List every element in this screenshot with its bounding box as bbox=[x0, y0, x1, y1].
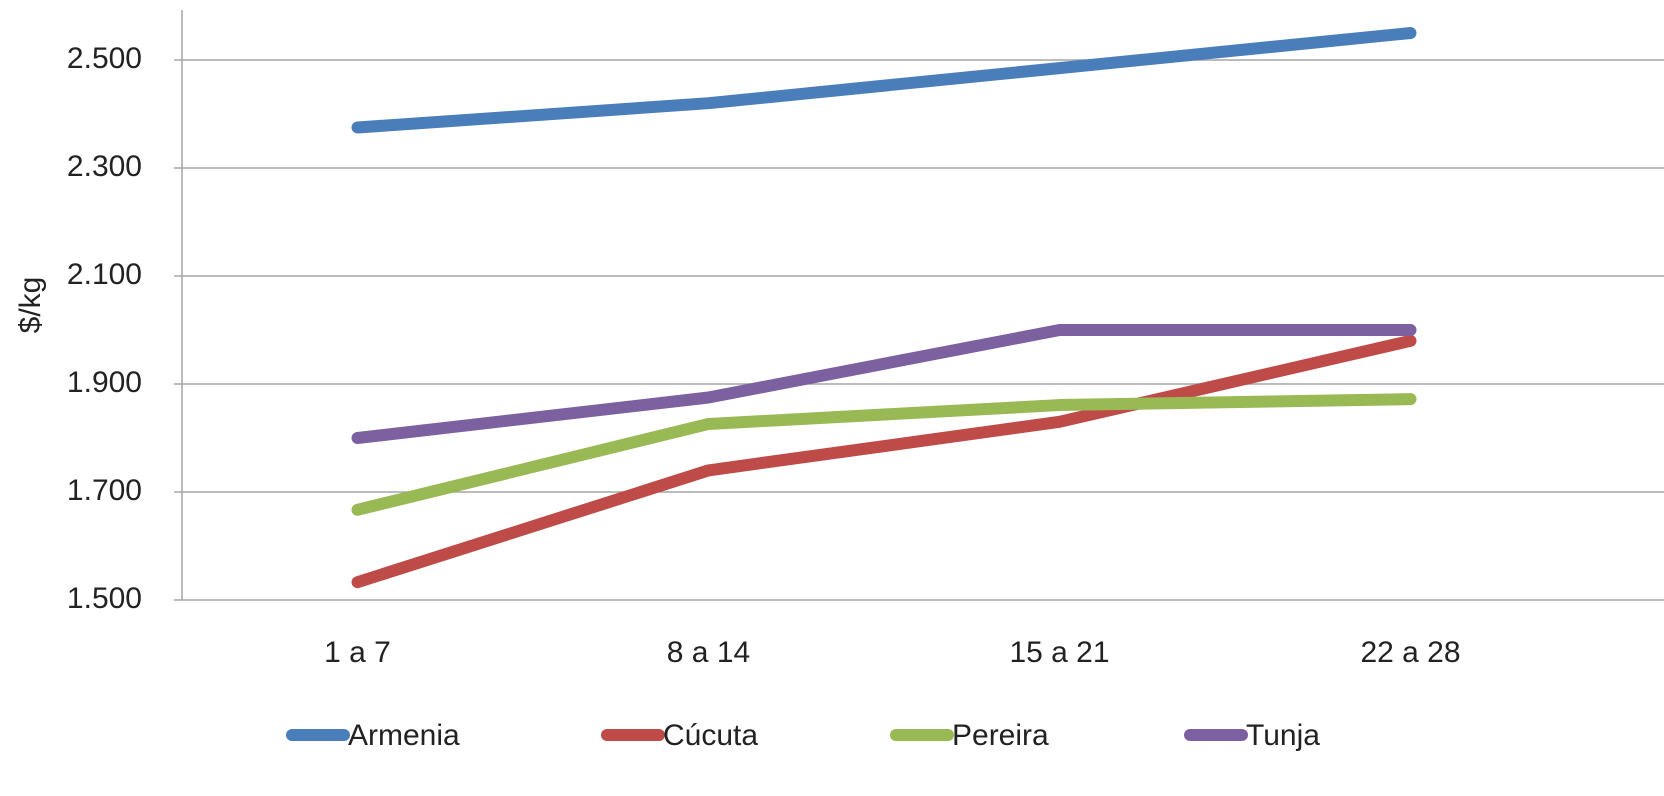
y-axis-label: $/kg bbox=[14, 277, 47, 334]
y-tick-label: 1.500 bbox=[67, 582, 142, 615]
series-line bbox=[351, 324, 1417, 444]
y-tick-label: 2.300 bbox=[67, 150, 142, 183]
y-tick-label: 1.900 bbox=[67, 366, 142, 399]
y-tick-label: 2.100 bbox=[67, 258, 142, 291]
series-line bbox=[351, 334, 1417, 589]
y-tick-label: 1.700 bbox=[67, 474, 142, 507]
legend-label: Pereira bbox=[952, 719, 1049, 752]
x-tick-label: 15 a 21 bbox=[1009, 636, 1109, 669]
x-tick-label: 8 a 14 bbox=[667, 636, 750, 669]
series-line bbox=[351, 27, 1417, 134]
y-tick-label: 2.500 bbox=[67, 42, 142, 75]
legend-label: Tunja bbox=[1246, 719, 1320, 752]
series-line bbox=[351, 393, 1417, 516]
legend-label: Cúcuta bbox=[663, 719, 758, 752]
legend-label: Armenia bbox=[348, 719, 460, 752]
x-tick-label: 22 a 28 bbox=[1360, 636, 1460, 669]
x-tick-label: 1 a 7 bbox=[324, 636, 391, 669]
